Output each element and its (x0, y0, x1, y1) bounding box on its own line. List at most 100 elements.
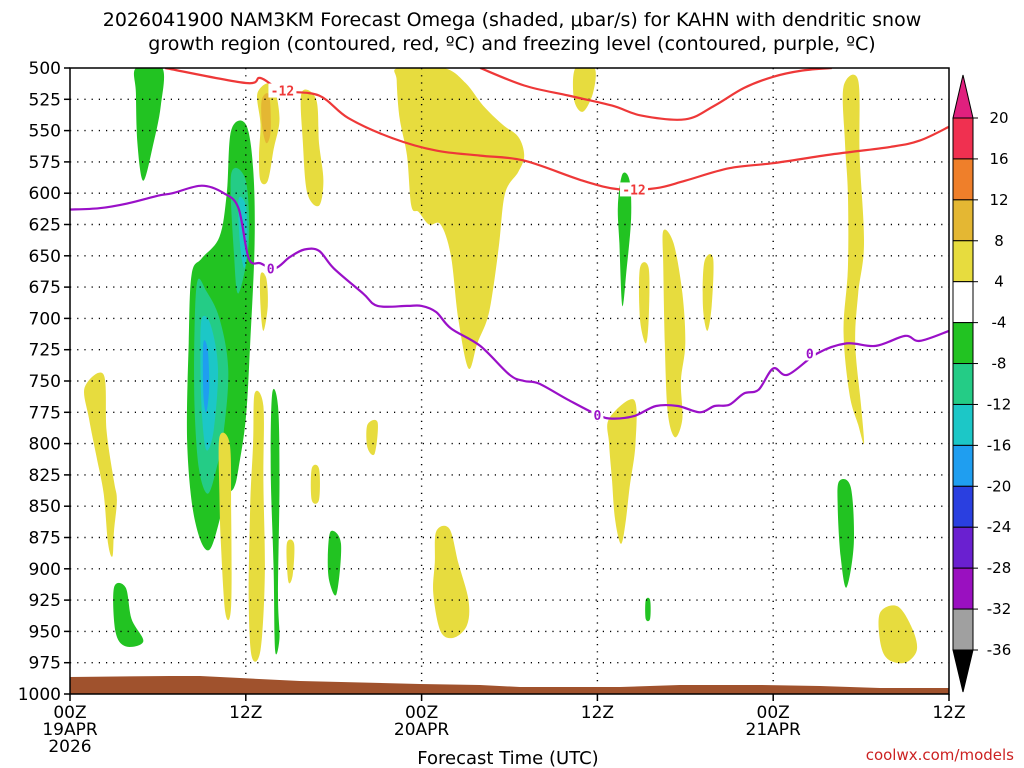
omega-region-8 (327, 530, 342, 596)
colorbar-label-3: 8 (994, 232, 1004, 250)
x-tick-label-36-0: 12Z (581, 703, 614, 723)
y-tick-label-600: 600 (29, 184, 61, 204)
y-tick-label-725: 725 (29, 341, 61, 361)
colorbar-segment-5 (952, 322, 974, 365)
contour-label-freezing_level-1: 0 (593, 409, 601, 424)
terrain-band (70, 676, 949, 694)
colorbar-label-5: -4 (992, 314, 1007, 332)
x-tick-label-60-0: 12Z (932, 703, 965, 723)
colorbar: 20 16 12 8 4 -4 -8 -12 -16 -20 -24 -28 -32 -36 (952, 74, 1012, 693)
x-tick-label-48-0: 00Z (757, 703, 790, 723)
y-tick-label-950: 950 (29, 622, 61, 642)
colorbar-segment-9 (952, 485, 974, 528)
omega-region-5 (202, 340, 210, 413)
colorbar-label-2: 12 (989, 191, 1008, 209)
omega-region-15 (300, 89, 324, 207)
chart-title-line-2: growth region (contoured, red, ºC) and f… (148, 33, 875, 55)
omega-region-30 (433, 525, 470, 639)
y-tick-label-575: 575 (29, 153, 61, 173)
y-tick-label-550: 550 (29, 122, 61, 142)
x-axis-label: Forecast Time (UTC) (417, 748, 598, 768)
omega-region-24 (84, 372, 117, 557)
colorbar-segment-12 (952, 608, 974, 651)
x-tick-label-0-0: 00Z (53, 703, 86, 723)
contour-label-dgz_upper-1: -12 (622, 183, 645, 198)
omega-shading-layer (84, 68, 918, 664)
omega-region-9 (113, 582, 144, 647)
y-tick-label-775: 775 (29, 403, 61, 423)
colorbar-label-1: 16 (989, 150, 1008, 168)
dotted-grid (70, 68, 949, 694)
x-tick-label-24-1: 20APR (394, 720, 450, 740)
x-tick-label-0-1: 19APR (42, 720, 98, 740)
colorbar-segment-3 (952, 240, 974, 283)
colorbar-label-11: -28 (987, 559, 1012, 577)
omega-region-18 (572, 68, 596, 112)
colorbar-segment-6 (952, 363, 974, 405)
omega-region-12 (837, 479, 854, 588)
colorbar-bottom-arrow (952, 649, 974, 693)
omega-region-22 (702, 254, 714, 331)
omega-region-25 (218, 432, 232, 621)
contour-label-bg-dgz_upper-1 (620, 182, 649, 197)
colorbar-segment-8 (952, 444, 974, 487)
y-tick-label-900: 900 (29, 560, 61, 580)
omega-region-7 (270, 388, 280, 655)
y-tick-label-875: 875 (29, 529, 61, 549)
y-tick-label-650: 650 (29, 247, 61, 267)
y-tick-label-925: 925 (29, 591, 61, 611)
x-tick-label-0-2: 2026 (48, 737, 91, 757)
colorbar-label-9: -20 (987, 477, 1012, 495)
colorbar-segment-7 (952, 403, 974, 446)
contour-label-dgz_upper-0: -12 (271, 85, 294, 100)
y-tick-label-975: 975 (29, 654, 61, 674)
y-tick-label-625: 625 (29, 216, 61, 236)
y-tick-label-525: 525 (29, 90, 61, 110)
omega-region-31 (878, 605, 918, 664)
colorbar-label-0: 20 (989, 109, 1008, 127)
omega-region-23 (842, 74, 865, 445)
colorbar-segment-10 (952, 526, 974, 569)
omega-region-21 (638, 262, 650, 344)
colorbar-label-10: -24 (987, 518, 1012, 536)
colorbar-segment-4 (952, 281, 974, 324)
colorbar-segment-2 (952, 199, 974, 242)
y-tick-label-700: 700 (29, 309, 61, 329)
contour-label-freezing_level-0: 0 (267, 262, 275, 277)
colorbar-segment-11 (952, 567, 974, 610)
x-tick-label-12-0: 12Z (229, 703, 262, 723)
contour-freezing_level (70, 184, 949, 420)
omega-region-29 (366, 419, 378, 456)
omega-region-14 (259, 272, 268, 331)
omega-region-27 (286, 539, 295, 584)
y-tick-label-750: 750 (29, 372, 61, 392)
contour-layer: -12 -12 0 0 0 (70, 68, 949, 424)
colorbar-label-7: -12 (987, 395, 1012, 413)
contour-label-bg-freezing_level-2 (803, 346, 816, 361)
y-tick-label-500: 500 (29, 59, 61, 79)
omega-region-11 (645, 597, 651, 622)
x-tick-label-24-0: 00Z (405, 703, 438, 723)
colorbar-label-4: 4 (994, 273, 1004, 291)
contour-label-bg-freezing_level-0 (264, 261, 277, 276)
contour-label-bg-freezing_level-1 (591, 407, 604, 422)
y-axis: 500 525 550 575 600 625 650 675 700 725 750 775 800 8… (18, 59, 70, 705)
colorbar-label-8: -16 (987, 436, 1012, 454)
omega-region-0 (133, 68, 165, 181)
credit-text[interactable]: coolwx.com/models (866, 746, 1014, 764)
omega-region-16 (261, 93, 271, 144)
omega-region-10 (617, 172, 632, 307)
x-tick-label-48-1: 21APR (746, 720, 802, 740)
colorbar-label-12: -32 (987, 600, 1012, 618)
y-tick-label-850: 850 (29, 497, 61, 517)
colorbar-label-13: -36 (987, 641, 1012, 659)
omega-region-19 (607, 399, 637, 544)
colorbar-segment-1 (952, 158, 974, 201)
omega-region-17 (394, 68, 525, 369)
y-tick-label-675: 675 (29, 278, 61, 298)
colorbar-label-6: -8 (992, 355, 1007, 373)
y-tick-label-800: 800 (29, 435, 61, 455)
y-tick-label-1000: 1000 (18, 685, 61, 705)
